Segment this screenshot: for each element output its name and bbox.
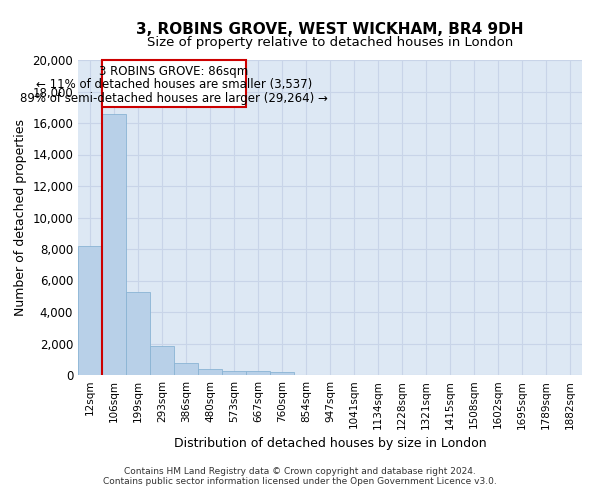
Text: Contains public sector information licensed under the Open Government Licence v3: Contains public sector information licen… (103, 477, 497, 486)
Text: ← 11% of detached houses are smaller (3,537): ← 11% of detached houses are smaller (3,… (36, 78, 312, 91)
Bar (246, 372, 270, 375)
Bar (126, 292, 150, 375)
Bar (198, 369, 222, 375)
Text: Contains HM Land Registry data © Crown copyright and database right 2024.: Contains HM Land Registry data © Crown c… (124, 467, 476, 476)
Bar (102, 114, 126, 375)
Bar (174, 363, 198, 375)
X-axis label: Distribution of detached houses by size in London: Distribution of detached houses by size … (173, 437, 487, 450)
Bar (270, 372, 294, 375)
Text: 89% of semi-detached houses are larger (29,264) →: 89% of semi-detached houses are larger (… (20, 92, 328, 104)
Bar (222, 371, 246, 375)
Bar (150, 346, 174, 375)
Bar (78, 246, 102, 375)
Text: 3 ROBINS GROVE: 86sqm: 3 ROBINS GROVE: 86sqm (100, 64, 248, 78)
Y-axis label: Number of detached properties: Number of detached properties (14, 119, 27, 316)
Text: Size of property relative to detached houses in London: Size of property relative to detached ho… (147, 36, 513, 49)
Bar (102, 60, 246, 108)
Text: 3, ROBINS GROVE, WEST WICKHAM, BR4 9DH: 3, ROBINS GROVE, WEST WICKHAM, BR4 9DH (136, 22, 524, 38)
